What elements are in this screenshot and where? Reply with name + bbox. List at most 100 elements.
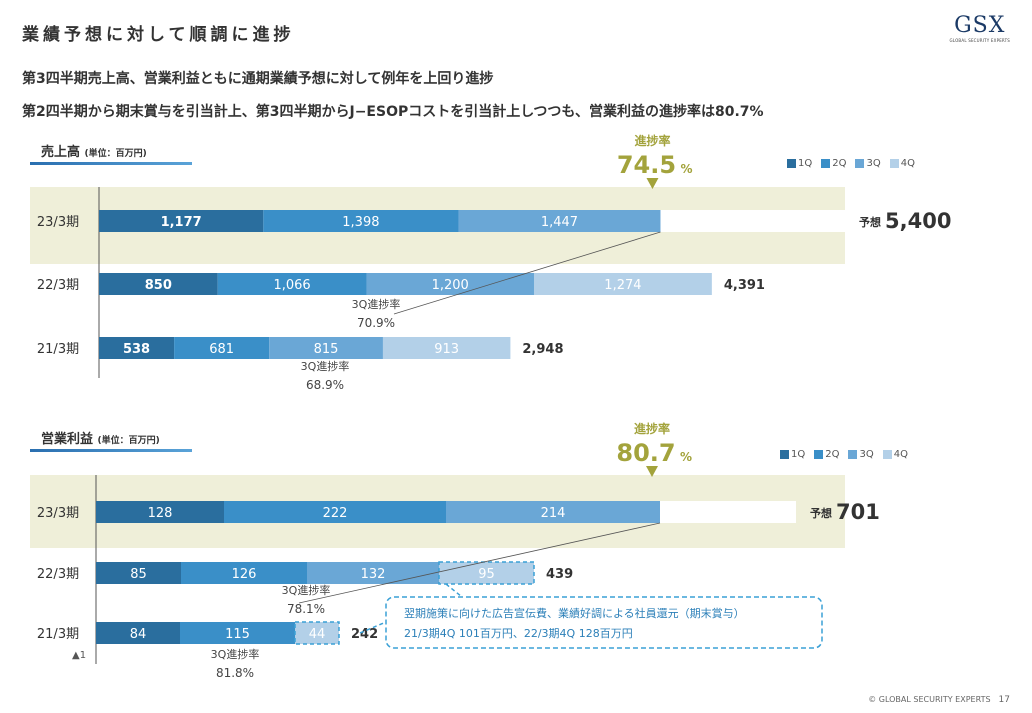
legend-item-4q: 4Q xyxy=(882,449,908,460)
profit-progress-unit: % xyxy=(680,450,692,464)
legend-swatch-2q xyxy=(814,450,824,459)
sales-unit: (単位：百万円) xyxy=(84,149,147,159)
sales-title-text: 売上高 xyxy=(41,145,81,160)
profit-guide-line xyxy=(298,522,661,604)
legend-swatch-1q xyxy=(780,450,789,459)
profit-bar-2q xyxy=(181,562,307,584)
legend-label-4q: 4Q xyxy=(900,158,915,169)
legend-label-1q: 1Q xyxy=(791,449,806,460)
sales-progress-marker xyxy=(646,178,659,189)
profit-bar-4q xyxy=(294,621,340,645)
profit-q3-progress-value: 78.1% xyxy=(287,602,325,616)
logo-mark: GSX xyxy=(954,13,1006,38)
profit-category-label: 21/3期 xyxy=(37,627,79,642)
sales-bar-label-3q: 1,200 xyxy=(432,278,469,293)
profit-category-label: 22/3期 xyxy=(37,567,79,582)
page-number: 17 xyxy=(998,695,1010,705)
profit-bar-label-4q: 44 xyxy=(309,627,326,642)
profit-q3-progress-label: 3Q進捗率 xyxy=(282,583,331,597)
profit-category-label: 23/3期 xyxy=(37,506,79,521)
legend-label-3q: 3Q xyxy=(859,449,874,460)
profit-bar-label-2q: 222 xyxy=(323,506,348,521)
sales-q3-progress-label: 3Q進捗率 xyxy=(301,359,350,373)
profit-progress-value: 80.7 xyxy=(616,439,675,467)
legend-swatch-3q xyxy=(848,450,858,459)
profit-bar-label-1q: 84 xyxy=(130,627,147,642)
sales-total-label: 2,948 xyxy=(522,342,563,357)
callout-connector-2 xyxy=(359,621,387,634)
callout-line-2: 21/3期4Q 101百万円、22/3期4Q 128百万円 xyxy=(404,627,633,640)
legend-item-1q: 1Q xyxy=(780,449,805,460)
sales-bar-1q xyxy=(99,273,218,295)
legend-label-2q: 2Q xyxy=(825,449,840,460)
sales-q3-progress-label: 3Q進捗率 xyxy=(352,297,401,311)
logo-subtext: GLOBAL SECURITY EXPERTS xyxy=(949,38,1010,43)
sales-forecast-value: 5,400 xyxy=(885,209,951,233)
profit-title-text: 営業利益 xyxy=(41,432,94,447)
sales-q3-progress-value: 68.9% xyxy=(306,378,344,392)
callout-connector-1 xyxy=(445,583,463,598)
profit-bar-1q xyxy=(96,622,180,644)
profit-bar-label-2q: 115 xyxy=(225,627,250,642)
legend-swatch-4q xyxy=(889,159,899,168)
sales-bar-3q xyxy=(269,337,383,359)
sales-progress-label: 進捗率 xyxy=(634,133,670,148)
callout-line-1: 翌期施策に向けた広告宣伝費、業績好調による社員還元（期末賞与） xyxy=(404,606,745,620)
company-logo: GSX GLOBAL SECURITY EXPERTS xyxy=(949,13,1011,44)
profit-bar-3q xyxy=(307,562,439,584)
sales-bar-label-4q: 913 xyxy=(434,342,459,357)
sales-bar-label-2q: 1,398 xyxy=(342,215,379,230)
sales-bar-1q xyxy=(99,337,175,359)
callout-box xyxy=(385,596,823,649)
subtitle-1: 第3四半期売上高、営業利益ともに通期業績予想に対して例年を上回り進捗 xyxy=(22,71,494,87)
sales-legend: 1Q 2Q 3Q 4Q xyxy=(787,158,915,169)
sales-bar-4q xyxy=(382,337,511,359)
profit-q3-progress-value: 81.8% xyxy=(216,666,254,680)
legend-item-2q: 2Q xyxy=(821,158,846,169)
legend-item-3q: 3Q xyxy=(855,158,881,169)
sales-guide-line xyxy=(393,231,661,315)
sales-bar-label-1q: 538 xyxy=(123,342,150,357)
profit-progress-marker xyxy=(646,466,658,477)
sales-bar-2q xyxy=(217,273,367,295)
sales-progress-unit: % xyxy=(680,162,692,176)
sales-progress-value: 74.5 xyxy=(617,151,676,179)
legend-label-3q: 3Q xyxy=(866,158,881,169)
profit-bar-4q xyxy=(438,561,535,585)
profit-bar-label-4q: 95 xyxy=(478,567,495,582)
sales-bar-label-3q: 1,447 xyxy=(541,215,578,230)
sales-bar-4q xyxy=(533,273,712,295)
page-title: 業績予想に対して順調に進捗 xyxy=(22,25,295,45)
sales-bar-2q xyxy=(263,210,459,232)
sales-bar-label-3q: 815 xyxy=(314,342,339,357)
profit-bar-label-2q: 126 xyxy=(232,567,257,582)
profit-progress-label: 進捗率 xyxy=(634,421,670,436)
sales-section-title: 売上高 (単位：百万円) xyxy=(41,141,147,160)
sales-category-label: 21/3期 xyxy=(37,342,79,357)
profit-bar-label-1q: 85 xyxy=(130,567,147,582)
sales-q3-progress-value: 70.9% xyxy=(357,316,395,330)
profit-bar-label-1q: 128 xyxy=(148,506,173,521)
profit-forecast-prefix: 予想 xyxy=(810,506,832,520)
profit-bar-1q xyxy=(96,562,181,584)
profit-bar-label-3q: 214 xyxy=(541,506,566,521)
sales-bar-label-2q: 681 xyxy=(209,342,234,357)
profit-unit: (単位：百万円) xyxy=(97,436,160,446)
sales-category-label: 23/3期 xyxy=(37,215,79,230)
profit-bar-3q xyxy=(446,501,660,523)
sales-bar-label-1q: 850 xyxy=(145,278,172,293)
legend-item-2q: 2Q xyxy=(814,449,839,460)
legend-swatch-4q xyxy=(882,450,892,459)
sales-bar-3q xyxy=(458,210,661,232)
profit-section-rule xyxy=(30,449,192,452)
profit-bar-1q xyxy=(96,501,224,523)
legend-swatch-1q xyxy=(787,159,796,168)
sales-category-label: 22/3期 xyxy=(37,278,79,293)
profit-total-label: 242 xyxy=(351,627,378,642)
sales-section-rule xyxy=(30,162,192,165)
subtitle-2: 第2四半期から期末賞与を引当計上、第3四半期からJ−ESOPコストを引当計上しつ… xyxy=(22,104,764,120)
sales-total-label: 4,391 xyxy=(724,278,765,293)
legend-swatch-3q xyxy=(855,159,865,168)
legend-item-3q: 3Q xyxy=(848,449,874,460)
